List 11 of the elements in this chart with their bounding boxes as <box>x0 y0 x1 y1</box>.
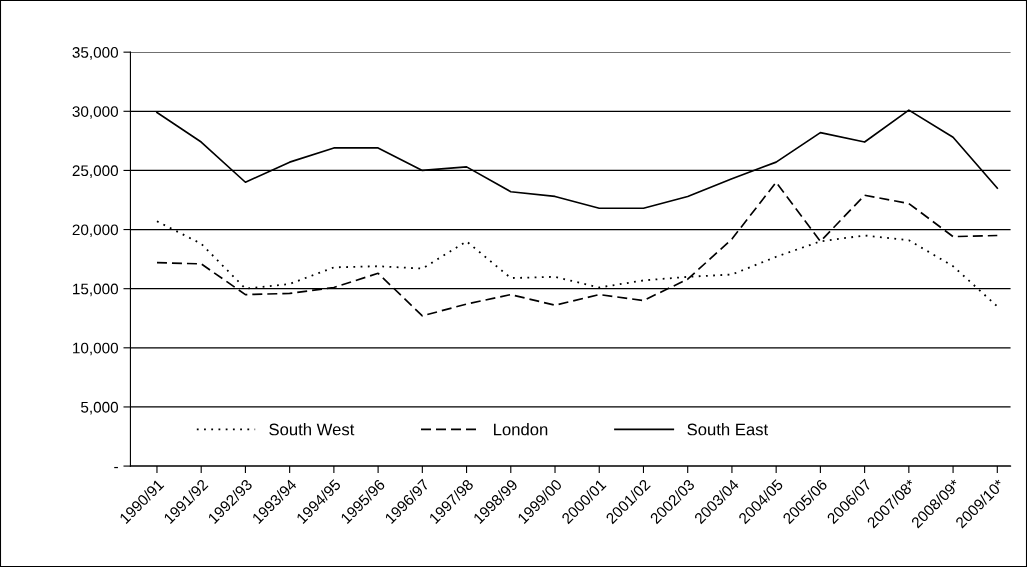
y-tick-label: 20,000 <box>72 224 119 238</box>
y-tick-label: 35,000 <box>72 47 119 60</box>
y-tick-label: 5,000 <box>81 401 119 415</box>
y-tick-label: - <box>114 466 118 469</box>
legend-label: London <box>494 423 548 436</box>
y-tick-label: 25,000 <box>72 165 119 178</box>
y-tick-label: 10,000 <box>73 342 119 356</box>
y-tick-label: 30,000 <box>72 106 119 119</box>
legend-label: South East <box>687 423 769 436</box>
y-tick-label: 15,000 <box>73 283 119 297</box>
legend-label: South West <box>269 423 355 436</box>
